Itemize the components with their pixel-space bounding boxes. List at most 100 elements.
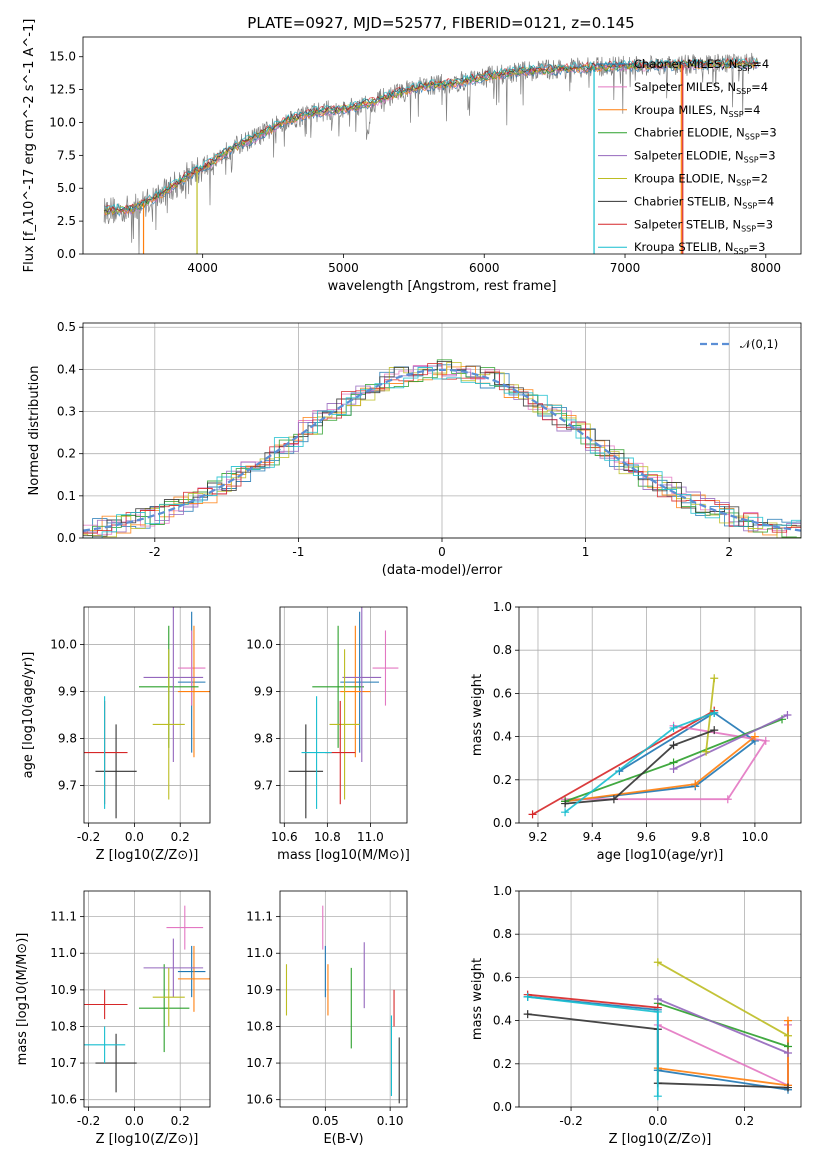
errorbar-point	[177, 625, 210, 758]
x-tick-label: -0.2	[77, 830, 100, 844]
mass-weight-marker	[561, 799, 570, 808]
mass-weight-marker	[702, 747, 711, 756]
y-tick-label: 10.9	[50, 983, 77, 997]
mass-weight-marker	[710, 674, 719, 683]
errorbar-point	[152, 649, 185, 800]
y-tick-label: 11.0	[50, 946, 77, 960]
y-tick-label: 0.4	[493, 730, 512, 744]
y-tick-label: 10.0	[246, 638, 273, 652]
y-tick-label: 11.0	[246, 946, 273, 960]
errorbar-point	[166, 905, 204, 950]
legend-label: Salpeter ELODIE, NSSP=3	[634, 149, 776, 165]
normal-curve	[83, 368, 801, 532]
x-tick-label: 0.0	[648, 1114, 667, 1128]
axes-frame	[518, 606, 802, 824]
x-tick-label: 9.2	[528, 830, 547, 844]
legend-label: Chabrier STELIB, NSSP=4	[634, 194, 774, 210]
y-axis-label: Normed distribution	[27, 366, 42, 496]
legend-label: 𝒩(0,1)	[740, 337, 778, 351]
x-tick-label: 9.8	[691, 830, 710, 844]
x-tick-label: 9.4	[583, 830, 602, 844]
legend-value: =3	[756, 217, 773, 231]
legend-subscript: SSP	[737, 64, 752, 73]
legend-subscript: SSP	[744, 156, 759, 165]
y-tick-label: 0.0	[493, 816, 512, 830]
mass-weight-marker	[653, 995, 662, 1003]
mass-weight-line	[532, 709, 715, 816]
plot-area	[84, 905, 210, 1093]
y-tick-label: 10.7	[246, 1056, 273, 1070]
mass-weight-marker	[609, 795, 618, 804]
panel-age_vs_mass: 10.6 10.8 11.0 9.7 9.8 9.9 10.0 mass [log10(M/M…	[246, 606, 410, 863]
axes-frame	[279, 606, 408, 824]
errorbar-point	[95, 1033, 137, 1093]
legend-value: =3	[749, 240, 766, 254]
x-tick-label: 0.0	[125, 830, 144, 844]
y-tick-label: 1.0	[493, 884, 512, 898]
axes-frame	[518, 890, 802, 1108]
x-axis-label: Z [log10(Z/Z⊙)]	[96, 848, 199, 863]
y-tick-label: 0.2	[493, 773, 512, 787]
mass-weight-line	[673, 714, 788, 770]
y-axis-label: Flux [f_λ10^-17 erg cm^-2 s^-1 A^-1]	[22, 19, 37, 273]
x-tick-label: 0.2	[171, 1114, 190, 1128]
model-spectrum-line	[103, 57, 759, 211]
mass-weight-marker	[653, 1092, 662, 1101]
mass-weight-marker	[783, 1031, 792, 1040]
x-axis-label: mass [log10(M/M⊙)]	[277, 848, 410, 863]
y-tick-label: 10.6	[246, 1093, 273, 1107]
errorbar-point	[152, 967, 185, 1027]
plot-area	[103, 52, 759, 254]
x-tick-label: 0.0	[125, 1114, 144, 1128]
y-tick-label: 5.0	[57, 181, 76, 195]
x-tick-label: 0.10	[377, 1114, 404, 1128]
y-tick-label: 10.0	[49, 115, 76, 129]
mass-weight-line	[564, 711, 715, 813]
x-axis-label: Z [log10(Z/Z⊙)]	[609, 1132, 712, 1147]
y-tick-label: 15.0	[49, 50, 76, 64]
x-tick-label: -1	[292, 545, 304, 559]
legend-label: Salpeter MILES, NSSP=4	[634, 80, 768, 96]
plot-area	[523, 958, 792, 1101]
mass-weight-marker	[669, 765, 678, 773]
mass-weight-marker	[691, 780, 700, 789]
errorbar-point	[340, 611, 380, 753]
plot-area	[83, 359, 801, 538]
x-axis-label: age [log10(age/yr)]	[597, 848, 724, 863]
axes-frame	[83, 606, 211, 824]
legend-label: Chabrier MILES, NSSP=4	[634, 57, 769, 73]
errorbar-point	[138, 964, 190, 1053]
y-tick-label: 11.1	[50, 910, 77, 924]
y-tick-label: 9.8	[254, 731, 273, 745]
y-tick-label: 9.9	[58, 685, 77, 699]
plot-area	[84, 607, 210, 819]
mass-weight-marker	[669, 741, 678, 750]
y-tick-label: 9.9	[254, 685, 273, 699]
x-tick-label: 0.2	[171, 830, 190, 844]
panel-mass_weight_vs_Z: -0.2 0.0 0.2 0.0 0.2 0.4 0.6 0.8 1.0 Z [log10(Z/Z…	[470, 884, 802, 1147]
y-tick-label: 11.1	[246, 910, 273, 924]
residual-histogram	[83, 360, 801, 537]
y-axis-label: age [log10(age/yr)]	[21, 652, 36, 779]
errorbar-point	[143, 938, 204, 998]
mass-weight-marker	[528, 810, 537, 819]
y-tick-label: 9.7	[254, 778, 273, 792]
y-tick-label: 9.8	[58, 731, 77, 745]
y-tick-label: 0.1	[57, 489, 76, 503]
legend-value: =3	[759, 149, 776, 163]
mass-weight-line	[657, 1002, 789, 1048]
legend-value: =4	[744, 103, 761, 117]
panel-residuals: -2 -1 0 1 2 0.0 0.1 0.2 0.3 0.4 0.5 (data-model)/er…	[27, 320, 802, 578]
panel-mass_vs_Z: -0.2 0.0 0.2 10.6 10.7 10.8 10.9 11.0 11.1 Z [log…	[15, 890, 211, 1147]
x-tick-label: 11.0	[357, 830, 384, 844]
errorbar-point	[288, 724, 324, 819]
y-tick-label: 0.0	[57, 247, 76, 261]
mass-weight-marker	[561, 808, 570, 817]
mass-weight-marker	[710, 726, 719, 735]
legend-value: =2	[751, 172, 768, 186]
x-tick-label: 4000	[187, 261, 218, 275]
legend-subscript: SSP	[736, 87, 751, 96]
mass-weight-marker	[669, 723, 678, 732]
x-tick-label: -2	[149, 545, 161, 559]
